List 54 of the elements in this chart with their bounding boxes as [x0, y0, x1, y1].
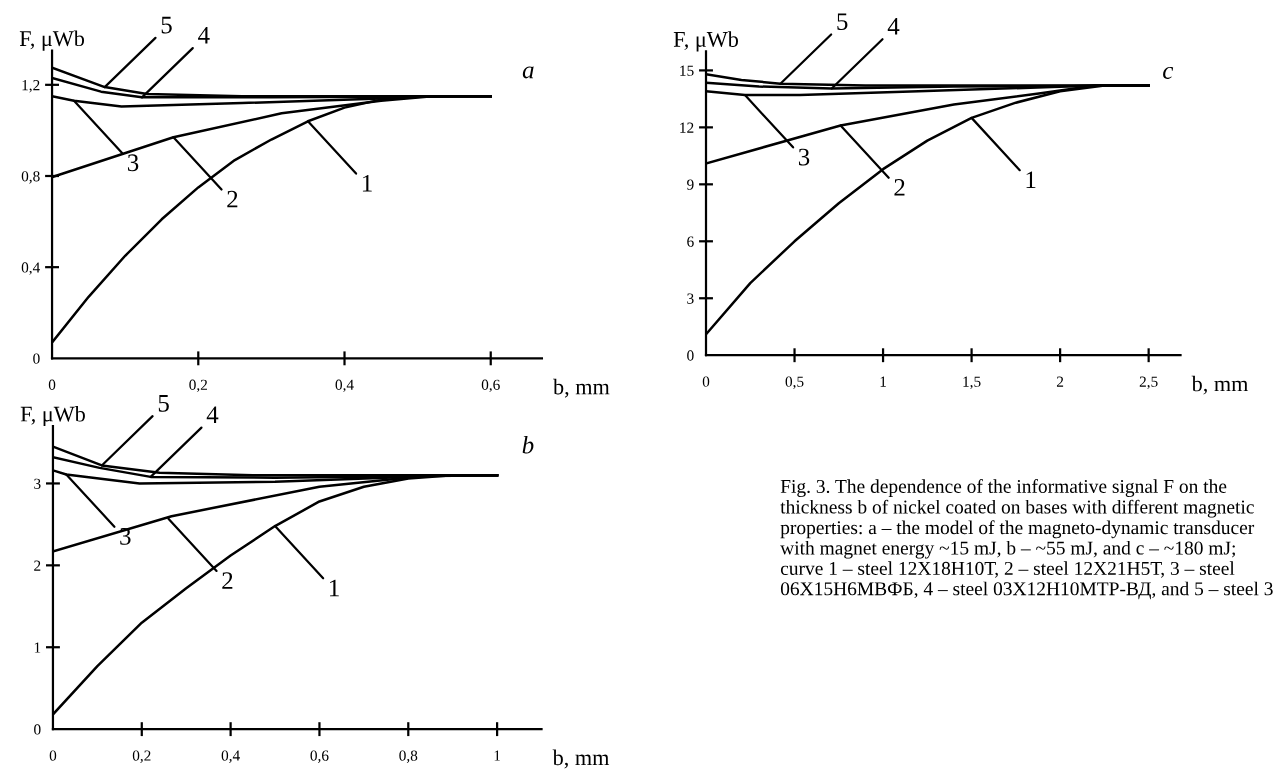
y-tick-label: 6 [687, 236, 694, 247]
annotation: 1 [1026, 171, 1036, 188]
annotation: 1 [362, 174, 372, 192]
y-tick-label: 0 [34, 724, 41, 735]
x-tick-label: 0,4 [335, 379, 354, 393]
y-tick-label: 1 [34, 642, 41, 653]
x-tick-label: 0,2 [132, 750, 151, 763]
x-tick-label: 0,6 [310, 750, 329, 763]
y-tick-label: 12 [680, 122, 694, 133]
chart-title: b [522, 435, 534, 454]
annotation: 4 [198, 26, 210, 44]
x-tick-label: 1,5 [963, 376, 981, 390]
annotation: 1 [330, 579, 339, 597]
x-tick-label: 2,5 [1139, 376, 1158, 390]
annotation: 4 [206, 406, 219, 423]
annotation: 5 [837, 13, 848, 30]
annotation: 2 [222, 572, 233, 589]
x-tick-label: 2 [1056, 376, 1064, 387]
y-tick-label: 0,8 [21, 171, 40, 184]
x-axis-title: b, mm [553, 378, 610, 398]
x-tick-label: 0 [48, 379, 56, 390]
x-tick-label: 0,2 [189, 379, 207, 393]
x-tick-label: 0,4 [221, 750, 240, 763]
y-tick-label: 9 [687, 179, 694, 190]
x-tick-label: 0,8 [399, 750, 418, 763]
annotation: 3 [798, 148, 810, 166]
x-tick-label: 0,6 [481, 379, 500, 393]
y-axis-title: F, μWb [673, 31, 739, 52]
x-tick-label: 0 [702, 376, 710, 387]
y-axis-title: F, μWb [20, 405, 85, 427]
annotation: 5 [158, 395, 169, 412]
chart-title: a [522, 66, 534, 79]
caption: Fig. 3. The dependence of the informative signal F on the thickness b of nickel coated on bases with different magnetic properties: a – the model of the magneto-dynamic transducer with magnet energy ~15 mJ, b – ~55 mJ, and c – ~180 mJ; curve 1 – steel 12Х18Н10Т, 2 – steel 12Х21Н5Т, 3 – steel 06Х15Н6МВФБ, 4 – steel 03Х12Н10МТР-ВД, and 5 – steel 3 [780, 479, 1273, 600]
x-axis-title: b, mm [1191, 375, 1249, 395]
annotation: 2 [227, 190, 238, 208]
x-axis-title: b, mm [552, 749, 610, 769]
y-tick-label: 0 [687, 350, 694, 361]
x-tick-label: 1 [494, 750, 501, 761]
x-tick-label: 0 [49, 750, 57, 761]
x-tick-label: 1 [880, 376, 886, 387]
y-tick-label: 1,2 [22, 80, 40, 93]
annotation: 2 [894, 179, 905, 196]
chart-title: c [1163, 66, 1174, 79]
y-tick-label: 3 [687, 293, 694, 304]
y-tick-label: 15 [680, 65, 694, 76]
y-tick-label: 3 [34, 478, 41, 489]
y-tick-label: 0 [33, 353, 40, 364]
annotation: 4 [887, 18, 900, 35]
y-tick-label: 2 [34, 560, 41, 571]
y-axis-title: F, μWb [19, 30, 85, 51]
annotation: 5 [161, 16, 172, 34]
annotation: 3 [127, 154, 139, 172]
x-tick-label: 0,5 [785, 376, 804, 390]
y-tick-label: 0,4 [21, 262, 41, 275]
